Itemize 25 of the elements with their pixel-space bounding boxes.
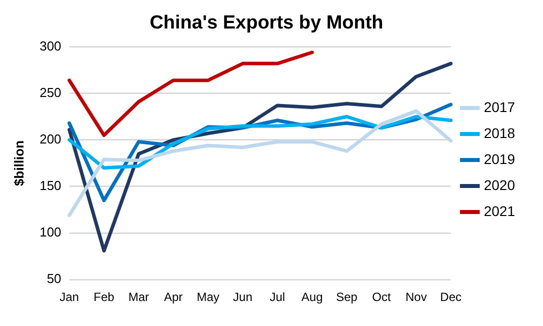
- legend-label: 2021: [484, 202, 516, 219]
- x-tick-label: Jul: [270, 290, 286, 304]
- x-tick-label: May: [196, 290, 220, 304]
- y-tick-label: 150: [40, 178, 62, 194]
- chart-title: China's Exports by Month: [150, 12, 384, 34]
- x-tick-label: Jan: [60, 290, 79, 304]
- legend-label: 2018: [484, 124, 516, 141]
- x-tick-label: Oct: [372, 290, 392, 304]
- y-tick-label: 250: [40, 84, 62, 100]
- x-tick-label: Mar: [128, 290, 149, 304]
- y-tick-label: 200: [40, 132, 62, 146]
- legend-label: 2017: [484, 98, 516, 115]
- y-tick-label: 300: [40, 38, 62, 54]
- y-tick-label: 50: [46, 271, 62, 286]
- y-axis-title: $billion: [11, 140, 26, 186]
- x-tick-label: Nov: [405, 290, 427, 304]
- x-tick-label: Sep: [336, 290, 358, 304]
- x-tick-label: Dec: [440, 290, 462, 304]
- x-tick-label: Feb: [94, 290, 115, 304]
- y-tick-label: 100: [40, 224, 62, 240]
- x-tick-label: Jun: [233, 290, 252, 304]
- x-tick-label: Apr: [164, 290, 183, 304]
- x-tick-label: Aug: [301, 290, 323, 304]
- legend-label: 2019: [484, 150, 516, 167]
- legend-label: 2020: [484, 176, 516, 193]
